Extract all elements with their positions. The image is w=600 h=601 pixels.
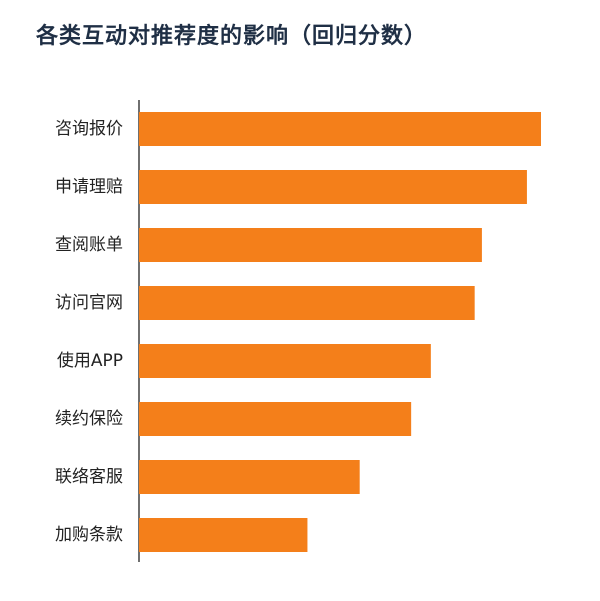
bar-2 (139, 170, 527, 204)
category-label-2: 申请理赔 (55, 177, 123, 197)
bar-8 (139, 518, 308, 552)
bar-4 (139, 286, 475, 320)
category-label-8: 加购条款 (55, 525, 123, 545)
bar-5 (139, 344, 431, 378)
bar-6 (139, 402, 412, 436)
bar-7 (139, 460, 360, 494)
bar-3 (139, 228, 482, 262)
category-label-1: 咨询报价 (55, 119, 123, 139)
category-label-4: 访问官网 (55, 293, 123, 313)
category-label-6: 续约保险 (55, 409, 123, 429)
bar-1 (139, 112, 541, 146)
chart-title: 各类互动对推荐度的影响（回归分数） (36, 24, 428, 49)
category-label-5: 使用APP (57, 350, 123, 371)
bars-group (139, 112, 541, 552)
category-label-7: 联络客服 (55, 467, 123, 487)
category-label-3: 查阅账单 (55, 235, 123, 255)
